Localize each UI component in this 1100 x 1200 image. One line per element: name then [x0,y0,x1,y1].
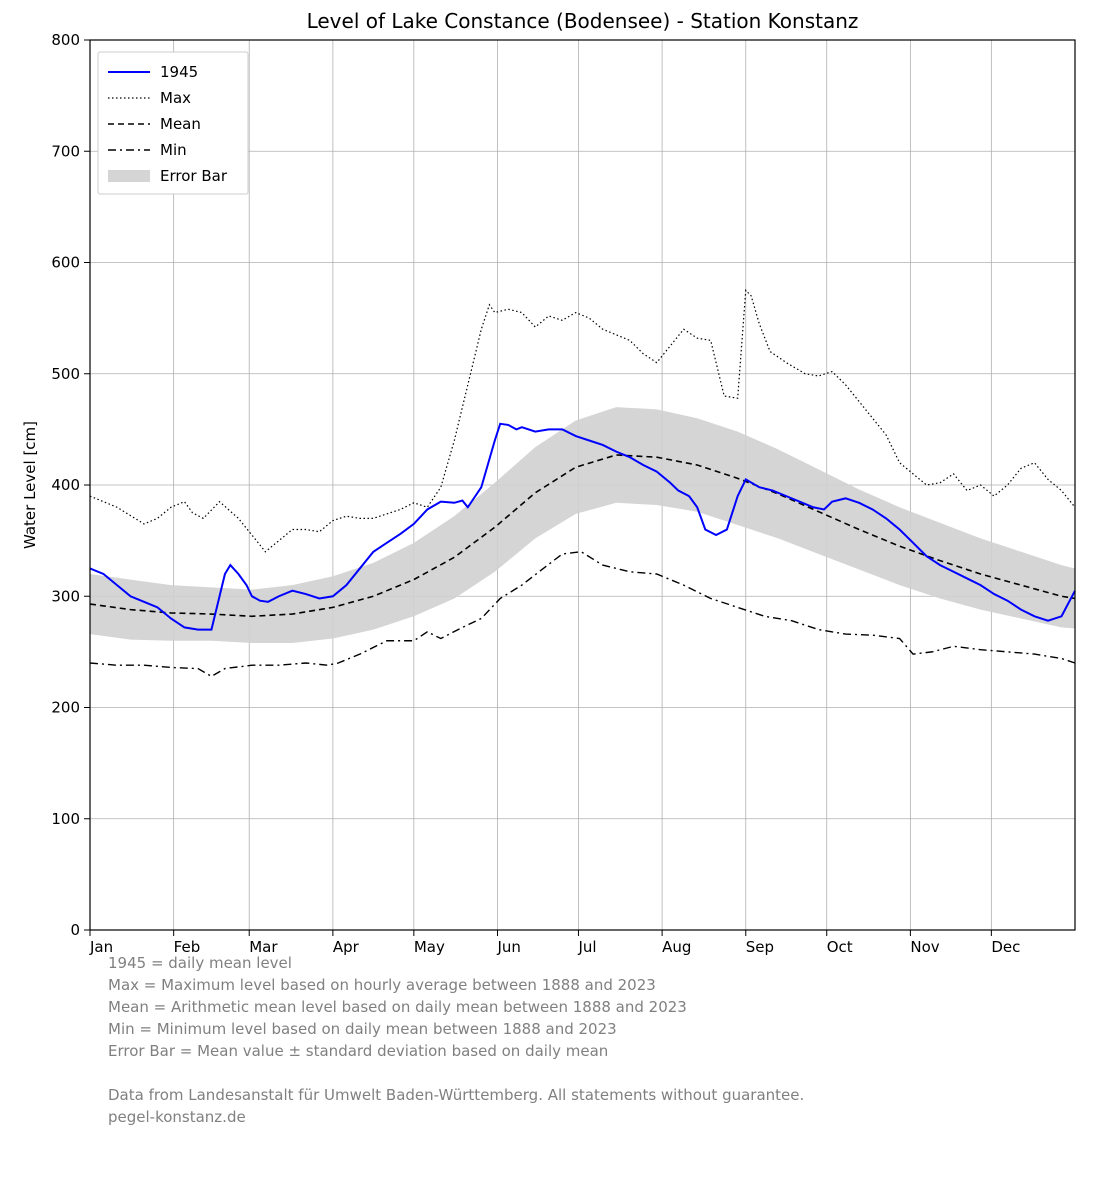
caption-line: Error Bar = Mean value ± standard deviat… [108,1042,608,1060]
x-tick-label: Aug [662,938,691,956]
x-tick-label: Dec [991,938,1020,956]
caption-line: 1945 = daily mean level [108,954,292,972]
x-tick-label: May [414,938,445,956]
x-tick-label: Jun [496,938,520,956]
y-tick-label: 600 [51,254,80,272]
legend-item-4: Error Bar [160,167,228,185]
x-tick-label: Sep [746,938,774,956]
legend-item-1: Max [160,89,191,107]
x-tick-label: Jul [577,938,596,956]
x-tick-label: Nov [910,938,939,956]
x-tick-label: Oct [827,938,853,956]
caption-line: Data from Landesanstalt für Umwelt Baden… [108,1086,804,1104]
chart-title: Level of Lake Constance (Bodensee) - Sta… [307,9,859,33]
caption-line: Max = Maximum level based on hourly aver… [108,976,656,994]
y-tick-label: 400 [51,476,80,494]
y-tick-label: 800 [51,31,80,49]
legend-item-2: Mean [160,115,201,133]
y-tick-label: 700 [51,142,80,160]
y-tick-label: 0 [70,921,80,939]
caption-line: Min = Minimum level based on daily mean … [108,1020,617,1038]
y-tick-label: 300 [51,587,80,605]
legend-item-3: Min [160,141,187,159]
y-tick-label: 500 [51,365,80,383]
lake-level-chart: 0100200300400500600700800JanFebMarAprMay… [0,0,1100,1200]
caption-line: Mean = Arithmetic mean level based on da… [108,998,687,1016]
y-axis-label: Water Level [cm] [21,421,39,549]
y-tick-label: 100 [51,810,80,828]
legend-item-0: 1945 [160,63,198,81]
x-tick-label: Apr [333,938,360,956]
caption-line: pegel-konstanz.de [108,1108,246,1126]
y-tick-label: 200 [51,699,80,717]
